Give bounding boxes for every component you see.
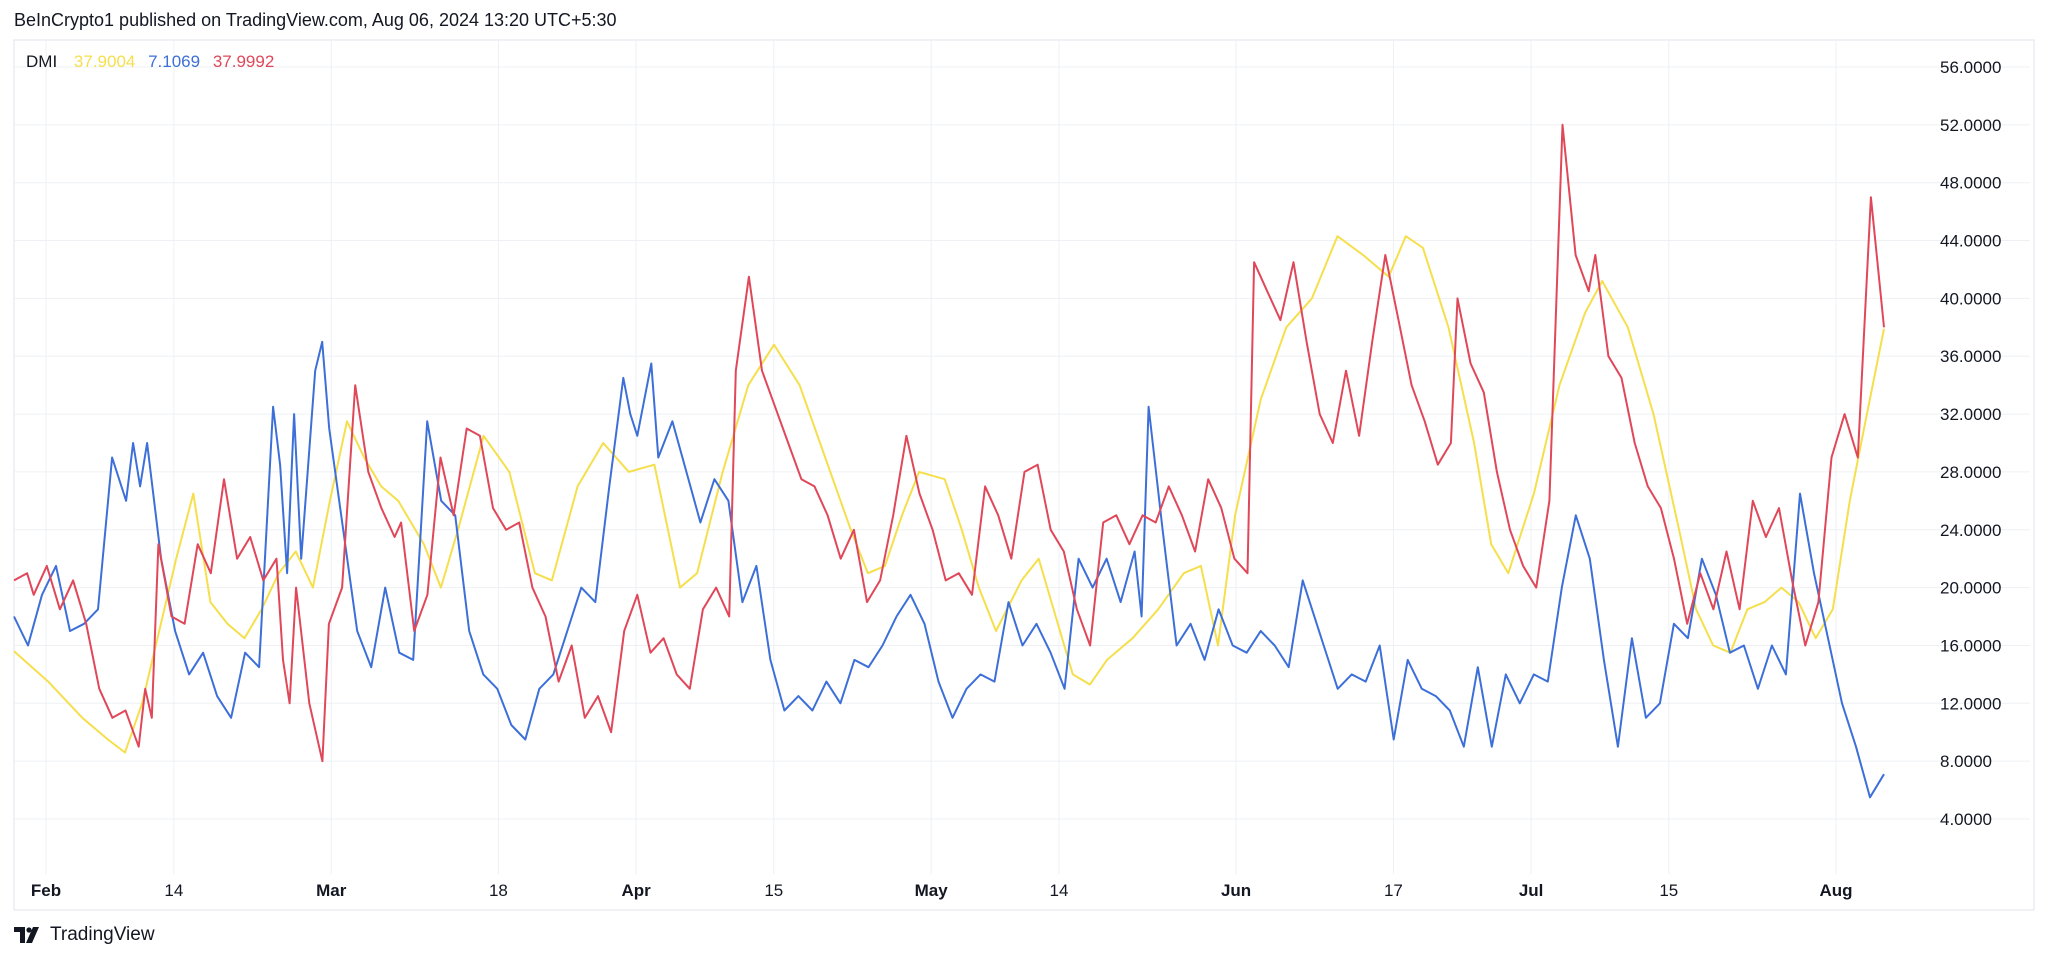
y-tick-label: 48.0000 [1940,174,2001,193]
legend-value-minus-di: 37.9992 [212,52,275,71]
indicator-legend[interactable]: DMI 37.9004 7.1069 37.9992 [26,52,282,72]
x-tick-label: Aug [1819,881,1852,900]
y-tick-label: 8.0000 [1940,752,1992,771]
publish-line: BeInCrypto1 published on TradingView.com… [14,10,617,30]
plot-border [13,39,2035,911]
y-tick-label: 36.0000 [1940,347,2001,366]
y-tick-label: 52.0000 [1940,116,2001,135]
indicator-name[interactable]: DMI [26,52,58,71]
tradingview-logo-icon [14,927,39,943]
series-line-adx [13,235,1885,754]
series-line-plus-di [13,340,1885,799]
series-line-minus-di [13,123,1885,763]
y-tick-label: 24.0000 [1940,521,2001,540]
brand-label: TradingView [50,924,155,945]
y-tick-label: 16.0000 [1940,636,2001,655]
series-lines [13,123,1885,799]
x-tick-label: 14 [164,881,183,900]
y-axis[interactable]: 4.0000 8.0000 12.0000 16.0000 20.0000 24.0000… [1940,58,2001,829]
x-tick-label: Apr [621,881,651,900]
y-tick-label: 44.0000 [1940,232,2001,251]
y-tick-label: 40.0000 [1940,289,2001,308]
tradingview-brand[interactable]: TradingView [14,924,155,946]
x-tick-label: Feb [31,881,61,900]
grid-lines [14,40,2030,874]
legend-value-plus-di: 7.1069 [148,52,201,71]
x-tick-label: 18 [489,881,508,900]
y-tick-label: 32.0000 [1940,405,2001,424]
y-tick-label: 56.0000 [1940,58,2001,77]
x-tick-label: 15 [1659,881,1678,900]
y-tick-label: 20.0000 [1940,579,2001,598]
legend-value-adx: 37.9004 [73,52,136,71]
x-tick-label: 15 [764,881,783,900]
x-tick-label: Jul [1519,881,1544,900]
x-tick-label: May [915,881,949,900]
x-tick-label: Jun [1221,881,1251,900]
x-tick-label: Mar [316,881,347,900]
x-tick-label: 17 [1384,881,1403,900]
x-axis[interactable]: Feb 14 Mar 18 Apr 15 May 14 Jun 17 Jul 15 Aug [31,881,1853,900]
y-tick-label: 4.0000 [1940,810,1992,829]
y-tick-label: 28.0000 [1940,463,2001,482]
y-tick-label: 12.0000 [1940,694,2001,713]
x-tick-label: 14 [1050,881,1069,900]
